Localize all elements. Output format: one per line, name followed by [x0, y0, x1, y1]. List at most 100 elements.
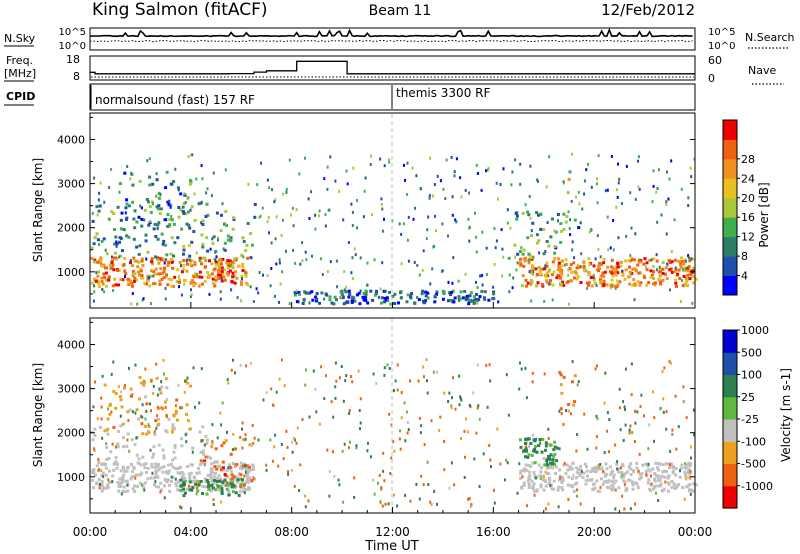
scatter-cell: [571, 360, 574, 364]
scatter-cell: [102, 272, 106, 276]
scatter-cell: [684, 462, 687, 466]
scatter-cell: [612, 248, 615, 252]
scatter-cell: [575, 466, 578, 470]
scatter-cell: [670, 486, 674, 489]
scatter-cell: [556, 488, 560, 492]
scatter-cell: [525, 445, 528, 449]
scatter-cell: [114, 406, 118, 410]
scatter-cell: [122, 263, 126, 267]
scatter-cell: [105, 486, 109, 490]
scatter-cell: [686, 273, 690, 277]
scatter-cell: [611, 266, 615, 270]
scatter-cell: [569, 218, 572, 222]
scatter-cell: [629, 191, 632, 195]
scatter-cell: [519, 469, 523, 473]
scatter-cell: [513, 243, 517, 247]
scatter-cell: [464, 272, 467, 276]
scatter-cell: [147, 425, 151, 429]
colorbar-swatch: [723, 120, 737, 140]
scatter-cell: [295, 208, 298, 212]
scatter-cell: [467, 302, 471, 306]
scatter-cell: [527, 482, 531, 486]
scatter-cell: [531, 266, 535, 270]
scatter-cell: [337, 478, 340, 482]
scatter-cell: [98, 468, 100, 472]
scatter-cell: [524, 203, 527, 207]
scatter-cell: [156, 223, 160, 227]
scatter-cell: [475, 280, 477, 284]
scatter-cell: [332, 450, 334, 454]
scatter-cell: [568, 227, 571, 230]
scatter-cell: [579, 468, 583, 472]
nave-tick-high: 60: [708, 54, 722, 67]
scatter-cell: [481, 283, 484, 287]
colorbar-tick-label: 100: [741, 369, 762, 382]
scatter-cell: [249, 232, 253, 235]
scatter-cell: [212, 460, 216, 464]
scatter-cell: [676, 272, 680, 276]
scatter-cell: [159, 391, 163, 395]
scatter-cell: [124, 272, 128, 276]
scatter-cell: [561, 280, 564, 284]
scatter-cell: [550, 217, 554, 221]
scatter-cell: [347, 295, 351, 299]
scatter-cell: [562, 212, 566, 216]
scatter-cell: [400, 232, 403, 236]
scatter-cell: [528, 470, 532, 474]
scatter-cell: [151, 455, 155, 459]
scatter-cell: [163, 496, 166, 500]
scatter-cell: [579, 465, 583, 468]
y-tick-label: 3000: [57, 383, 85, 396]
scatter-cell: [173, 275, 177, 279]
scatter-cell: [310, 190, 312, 194]
scatter-cell: [499, 183, 502, 186]
scatter-cell: [436, 174, 439, 178]
scatter-cell: [519, 361, 521, 365]
scatter-cell: [323, 397, 326, 400]
scatter-cell: [652, 169, 655, 173]
scatter-cell: [457, 279, 460, 283]
scatter-cell: [239, 435, 242, 439]
scatter-cell: [522, 248, 526, 252]
scatter-cell: [150, 260, 154, 264]
scatter-cell: [205, 202, 209, 206]
scatter-cell: [389, 302, 393, 306]
scatter-cell: [221, 460, 225, 464]
scatter-cell: [146, 250, 150, 254]
scatter-cell: [164, 186, 168, 190]
scatter-cell: [304, 250, 307, 254]
scatter-cell: [185, 412, 188, 416]
scatter-cell: [126, 410, 130, 414]
scatter-cell: [646, 481, 650, 485]
scatter-cell: [111, 284, 115, 288]
scatter-cell: [220, 489, 224, 493]
scatter-cell: [280, 443, 283, 446]
scatter-cell: [410, 292, 414, 296]
scatter-cell: [665, 232, 668, 236]
scatter-cell: [303, 290, 307, 294]
scatter-cell: [658, 462, 662, 466]
scatter-cell: [152, 274, 155, 278]
scatter-cell: [130, 171, 133, 175]
scatter-cell: [567, 475, 571, 479]
scatter-cell: [93, 427, 97, 431]
scatter-cell: [152, 227, 156, 231]
scatter-cell: [569, 279, 573, 283]
scatter-cell: [155, 475, 159, 479]
scatter-cell: [393, 292, 397, 296]
scatter-cell: [416, 296, 419, 299]
scatter-cell: [483, 298, 487, 301]
scatter-cell: [277, 464, 280, 468]
cpid-segment-2: themis 3300 RF: [396, 86, 490, 100]
scatter-cell: [325, 374, 327, 378]
scatter-cell: [189, 280, 193, 284]
scatter-cell: [339, 290, 343, 294]
scatter-cell: [285, 187, 288, 191]
scatter-cell: [600, 466, 604, 470]
scatter-cell: [144, 432, 148, 436]
scatter-cell: [537, 463, 541, 467]
scatter-cell: [307, 197, 310, 201]
scatter-cell: [100, 280, 104, 284]
scatter-cell: [615, 205, 618, 209]
scatter-cell: [162, 239, 166, 243]
